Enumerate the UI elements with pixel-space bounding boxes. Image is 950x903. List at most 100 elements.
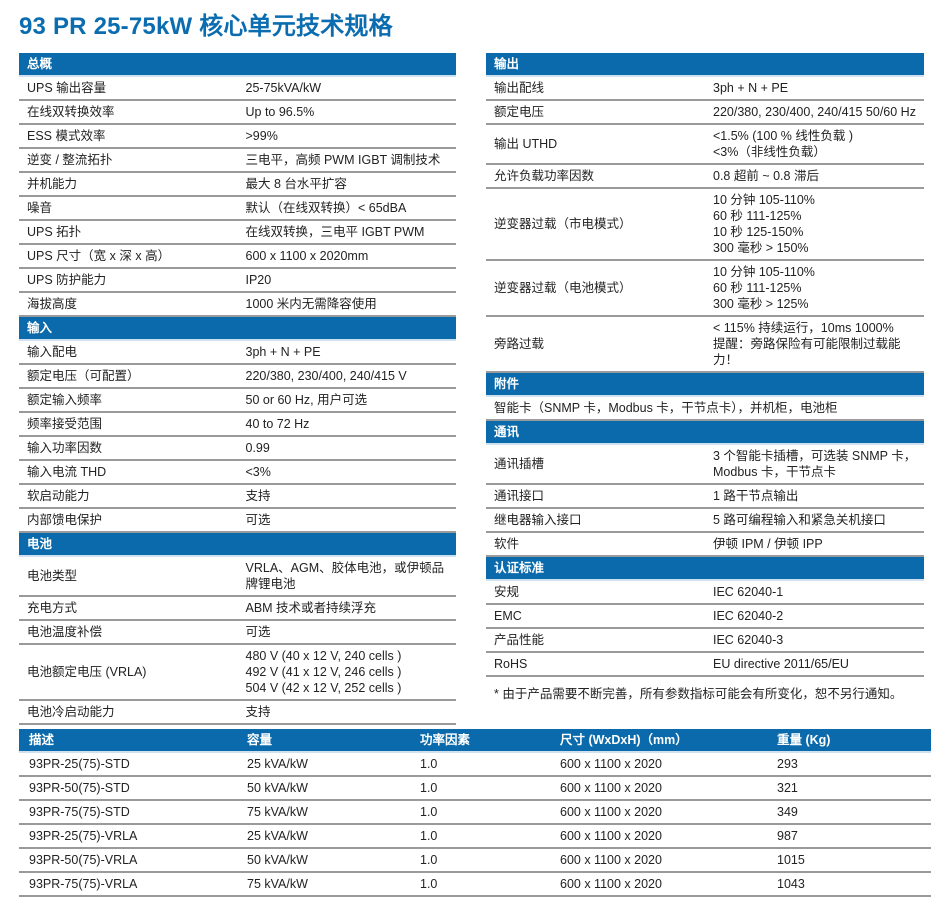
value-line: 5 路可编程输入和紧急关机接口	[713, 513, 886, 527]
table-cell: 1.0	[410, 824, 550, 849]
table-cell: 1.0	[410, 872, 550, 897]
spec-value: 3 个智能卡插槽，可选装 SNMP 卡， Modbus 卡，干节点卡	[705, 444, 924, 485]
spec-label: ESS 模式效率	[19, 124, 238, 149]
table-cell: 1.0	[410, 752, 550, 777]
spec-label: 产品性能	[486, 628, 705, 653]
spec-value: 3ph + N + PE	[237, 340, 456, 365]
spec-label: 逆变 / 整流拓扑	[19, 148, 238, 173]
value-line: EU directive 2011/65/EU	[713, 657, 849, 671]
spec-row: 通讯接口 1 路干节点输出	[486, 484, 924, 509]
table-cell: 600 x 1100 x 2020	[550, 752, 767, 777]
value-line: IP20	[245, 273, 272, 287]
value-line: 提醒：旁路保险有可能限制过载能力！	[713, 337, 901, 367]
spec-label: 海拔高度	[19, 292, 238, 317]
spec-value: 支持	[237, 700, 456, 725]
spec-label: 通讯插槽	[486, 444, 705, 485]
spec-label: 安规	[486, 580, 705, 605]
table-cell: 600 x 1100 x 2020	[550, 800, 767, 825]
section-title: 电池	[19, 532, 456, 557]
spec-label: 逆变器过载（电池模式）	[486, 260, 705, 317]
spec-label: 输入功率因数	[19, 436, 238, 461]
models-table-wrap: 描述 容量 功率因素 尺寸 (WxDxH)（mm） 重量 (Kg) 93PR-25(75)…	[19, 729, 931, 897]
spec-value: 伊顿 IPM / 伊顿 IPP	[705, 532, 924, 557]
spec-label: 输入电流 THD	[19, 460, 238, 485]
table-cell: 1015	[767, 848, 931, 873]
section-title: 总概	[19, 53, 456, 77]
spec-value: Up to 96.5%	[237, 100, 456, 125]
spec-row: 允许负载功率因数 0.8 超前 ~ 0.8 滞后	[486, 164, 924, 189]
footnote: * 由于产品需要不断完善，所有参数指标可能会有所变化，恕不另行通知。	[494, 687, 903, 701]
spec-value: VRLA、AGM、胶体电池，或伊顿品 牌锂电池	[237, 556, 456, 597]
spec-value: 0.99	[237, 436, 456, 461]
column-header: 重量 (Kg)	[767, 729, 931, 753]
spec-value: 最大 8 台水平扩容	[237, 172, 456, 197]
section-title: 认证标准	[486, 556, 924, 581]
spec-value: 默认（在线双转换）< 65dBA	[237, 196, 456, 221]
spec-row: 输入配电 3ph + N + PE	[19, 340, 456, 365]
spec-value: 220/380, 230/400, 240/415 50/60 Hz	[705, 100, 924, 125]
value-line: < 115% 持续运行，10ms 1000%	[713, 321, 894, 335]
value-line: <3%	[245, 465, 271, 479]
value-line: IEC 62040-1	[713, 585, 784, 599]
page-title: 93 PR 25-75kW 核心单元技术规格	[19, 13, 393, 40]
spec-label: 内部馈电保护	[19, 508, 238, 533]
spec-label: 输出 UTHD	[486, 124, 705, 165]
section-header: 电池	[19, 532, 456, 557]
value-line: 492 V (41 x 12 V, 246 cells )	[245, 665, 402, 679]
spec-label: 并机能力	[19, 172, 238, 197]
value-line: 3ph + N + PE	[245, 345, 321, 359]
spec-row: 继电器输入接口 5 路可编程输入和紧急关机接口	[486, 508, 924, 533]
table-cell: 349	[767, 800, 931, 825]
table-cell: 93PR-75(75)-VRLA	[19, 872, 237, 897]
spec-row: 逆变器过载（市电模式） 10 分钟 105-110% 60 秒 111-125% 10…	[486, 188, 924, 261]
spec-row: 海拔高度 1000 米内无需降容使用	[19, 292, 456, 317]
value-line: 300 毫秒 > 125%	[713, 297, 809, 311]
table-cell: 50 kVA/kW	[237, 776, 410, 801]
spec-row: ESS 模式效率 >99%	[19, 124, 456, 149]
models-header-row: 描述 容量 功率因素 尺寸 (WxDxH)（mm） 重量 (Kg)	[19, 729, 931, 753]
spec-row: 输出配线 3ph + N + PE	[486, 76, 924, 101]
spec-value: 5 路可编程输入和紧急关机接口	[705, 508, 924, 533]
value-line: 3ph + N + PE	[713, 81, 789, 95]
spec-label: UPS 尺寸（宽 x 深 x 高）	[19, 244, 238, 269]
spec-value: 220/380, 230/400, 240/415 V	[237, 364, 456, 389]
spec-value: 在线双转换，三电平 IGBT PWM	[237, 220, 456, 245]
spec-row: 电池冷启动能力 支持	[19, 700, 456, 725]
spec-label: RoHS	[486, 652, 705, 677]
spec-value: EU directive 2011/65/EU	[705, 652, 924, 677]
spec-row: 输出 UTHD <1.5% (100 % 线性负载 ) <3%（非线性负载）	[486, 124, 924, 165]
section-title: 通讯	[486, 420, 924, 445]
table-cell: 25 kVA/kW	[237, 752, 410, 777]
left-spec-table: 总概 UPS 输出容量 25-75kVA/kW 在线双转换效率 Up to 96.5% E…	[19, 53, 456, 725]
spec-row: 电池类型 VRLA、AGM、胶体电池，或伊顿品 牌锂电池	[19, 556, 456, 597]
spec-value: 支持	[237, 484, 456, 509]
value-line: 0.99	[245, 441, 270, 455]
value-line: 3 个智能卡插槽，可选装 SNMP 卡，	[713, 449, 917, 463]
spec-label: 电池冷启动能力	[19, 700, 238, 725]
value-line: 25-75kVA/kW	[245, 81, 322, 95]
table-cell: 93PR-50(75)-STD	[19, 776, 237, 801]
spec-value: 3ph + N + PE	[705, 76, 924, 101]
value-line: 504 V (42 x 12 V, 252 cells )	[245, 681, 402, 695]
table-cell: 93PR-25(75)-VRLA	[19, 824, 237, 849]
table-cell: 600 x 1100 x 2020	[550, 776, 767, 801]
spec-value: IEC 62040-1	[705, 580, 924, 605]
spec-row: 额定输入频率 50 or 60 Hz, 用户可选	[19, 388, 456, 413]
value-line: 1 路干节点输出	[713, 489, 799, 503]
section-header: 附件	[486, 372, 924, 397]
spec-value: <3%	[237, 460, 456, 485]
value-line: >99%	[245, 129, 278, 143]
value-line: 60 秒 111-125%	[713, 209, 802, 223]
spec-row: 智能卡（SNMP 卡，Modbus 卡，干节点卡），并机柜，电池柜	[486, 396, 924, 421]
spec-label: 频率接受范围	[19, 412, 238, 437]
spec-label: 在线双转换效率	[19, 100, 238, 125]
spec-value: ABM 技术或者持续浮充	[237, 596, 456, 621]
spec-value: <1.5% (100 % 线性负载 ) <3%（非线性负载）	[705, 124, 924, 165]
spec-label: UPS 输出容量	[19, 76, 238, 101]
value-line: <1.5% (100 % 线性负载 )	[713, 129, 853, 143]
spec-row: 充电方式 ABM 技术或者持续浮充	[19, 596, 456, 621]
spec-row: 额定电压（可配置） 220/380, 230/400, 240/415 V	[19, 364, 456, 389]
spec-label: 输出配线	[486, 76, 705, 101]
spec-label: 额定电压	[486, 100, 705, 125]
table-row: 93PR-25(75)-VRLA 25 kVA/kW 1.0 600 x 1100 x…	[19, 824, 931, 849]
